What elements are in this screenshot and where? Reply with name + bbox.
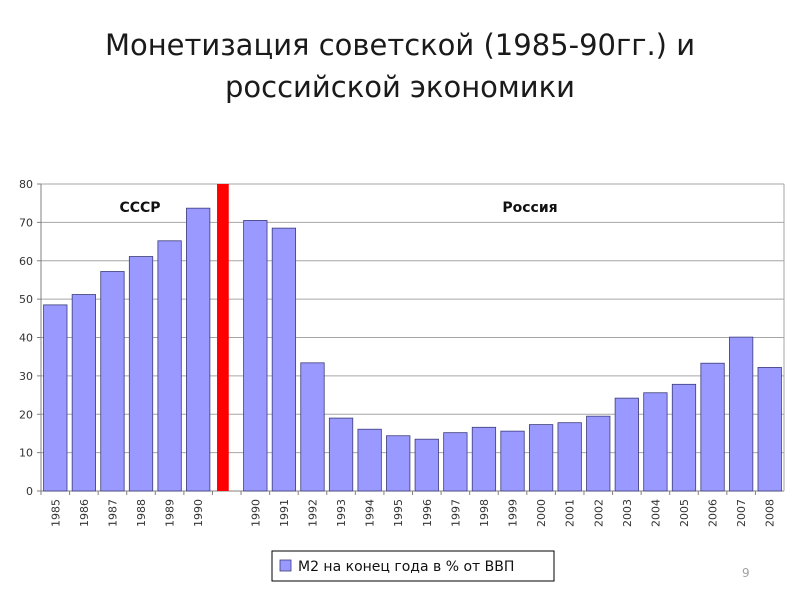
bar bbox=[614, 397, 639, 492]
x-tick-label: 1999 bbox=[507, 499, 520, 527]
x-tick-label: 1990 bbox=[249, 499, 262, 527]
x-tick-label: 1986 bbox=[78, 499, 91, 527]
legend-box bbox=[271, 550, 555, 582]
y-tick-label: 0 bbox=[26, 485, 33, 498]
bar bbox=[186, 207, 211, 492]
bar bbox=[100, 271, 125, 492]
bar bbox=[471, 426, 497, 492]
y-tick-label: 20 bbox=[19, 408, 33, 421]
x-tick-label: 1998 bbox=[478, 499, 491, 527]
x-tick-label: 2008 bbox=[764, 499, 777, 527]
bar bbox=[71, 294, 96, 492]
x-tick-label: 1994 bbox=[364, 499, 377, 527]
y-tick-label: 10 bbox=[19, 447, 33, 460]
bar bbox=[729, 336, 754, 492]
bar bbox=[43, 304, 68, 492]
x-tick-label: 1987 bbox=[106, 499, 119, 527]
bar bbox=[757, 367, 782, 492]
x-tick-label: 1985 bbox=[49, 499, 62, 527]
slide-title-line-2: российской экономики bbox=[225, 70, 575, 104]
y-tick-label: 80 bbox=[19, 178, 33, 191]
x-tick-label: 2000 bbox=[535, 499, 548, 527]
bar bbox=[528, 424, 554, 492]
x-tick-label: 2002 bbox=[592, 499, 605, 527]
region-label-ussr: СССР bbox=[119, 200, 160, 216]
x-tick-label: 1997 bbox=[449, 499, 462, 527]
y-tick-label: 70 bbox=[19, 216, 33, 229]
slide-title-line-1: Монетизация советской (1985-90гг.) и bbox=[104, 28, 696, 62]
y-tick-label: 40 bbox=[19, 332, 33, 345]
bar bbox=[300, 362, 325, 492]
x-tick-label: 1991 bbox=[278, 499, 291, 527]
bar bbox=[500, 430, 525, 492]
x-tick-label: 2001 bbox=[564, 499, 577, 527]
bar bbox=[557, 422, 582, 492]
y-tick-label: 60 bbox=[19, 255, 33, 268]
x-tick-label: 1990 bbox=[192, 499, 205, 527]
x-tick-label: 1992 bbox=[306, 499, 319, 527]
x-tick-label: 1988 bbox=[135, 499, 148, 527]
divider-bar bbox=[217, 184, 229, 491]
bar bbox=[671, 383, 697, 492]
bar bbox=[700, 362, 725, 492]
bar bbox=[643, 392, 668, 492]
x-tick-label: 1989 bbox=[164, 499, 177, 527]
bar bbox=[586, 415, 611, 492]
bar bbox=[357, 428, 382, 492]
x-tick-label: 2007 bbox=[735, 499, 748, 527]
bar bbox=[157, 240, 182, 492]
bar bbox=[414, 438, 439, 492]
x-tick-label: 1995 bbox=[392, 499, 405, 527]
legend-swatch bbox=[279, 559, 292, 572]
x-tick-label: 2005 bbox=[678, 499, 691, 527]
region-label-russia: Россия bbox=[502, 200, 557, 216]
x-tick-label: 2003 bbox=[621, 499, 634, 527]
y-tick-label: 50 bbox=[19, 293, 33, 306]
m2-bar-chart: 0 10 20 30 40 50 60 70 80 1985 1986 1987 1988 1989 199… bbox=[19, 178, 785, 582]
x-tick-label: 2004 bbox=[649, 499, 662, 527]
x-tick-label: 1996 bbox=[421, 499, 434, 527]
bar bbox=[243, 220, 268, 492]
bar bbox=[328, 417, 354, 492]
legend-label: М2 на конец года в % от ВВП bbox=[298, 559, 514, 575]
x-tick-label: 2006 bbox=[707, 499, 720, 527]
bar bbox=[386, 435, 411, 492]
page-number: 9 bbox=[742, 566, 750, 580]
x-tick-label: 1993 bbox=[335, 499, 348, 527]
bar bbox=[128, 256, 154, 492]
bar bbox=[443, 432, 468, 492]
y-tick-label: 30 bbox=[19, 370, 33, 383]
bar bbox=[271, 227, 297, 492]
slide-title: Монетизация советской (1985-90гг.) и рос… bbox=[60, 24, 740, 108]
